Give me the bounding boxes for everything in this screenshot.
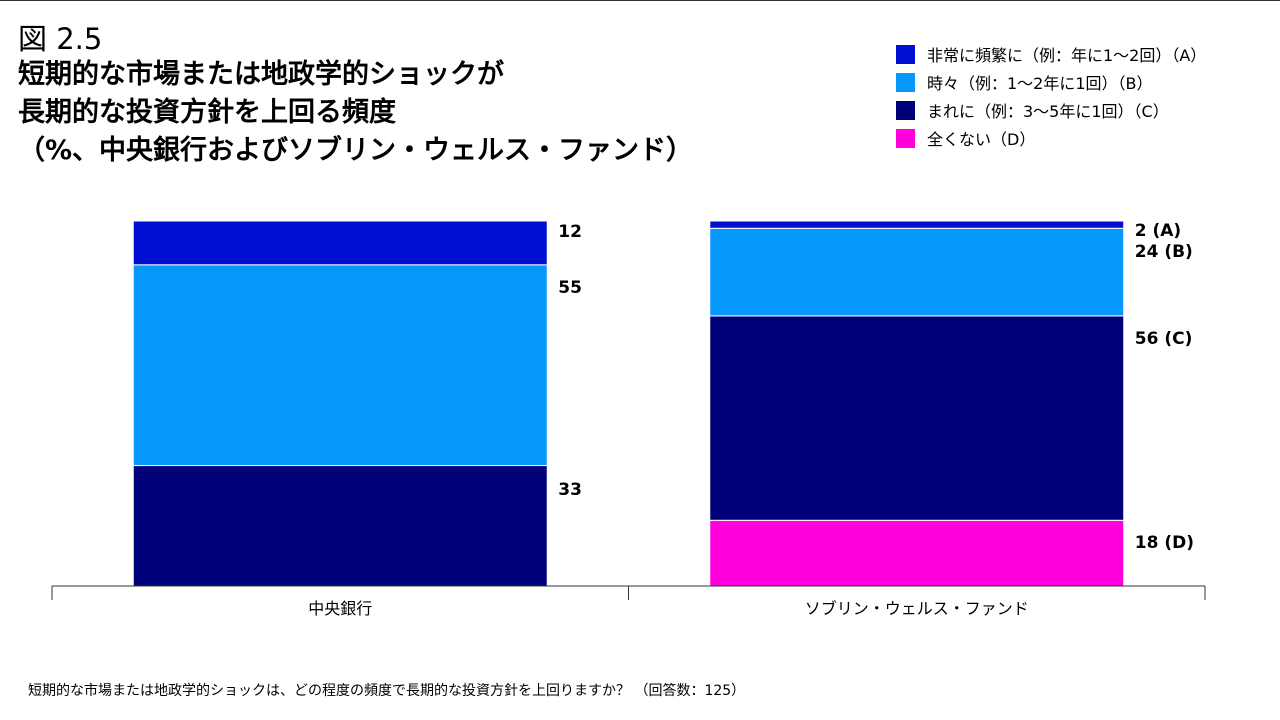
legend-label: まれに（例：3～5年に1回）（C） — [927, 102, 1169, 121]
data-label: 2 (A) — [1135, 221, 1181, 241]
legend-label: 時々（例：1～2年に1回）（B） — [927, 74, 1153, 93]
bar-segment — [132, 264, 548, 467]
legend-item: 全くない（D） — [896, 124, 1206, 152]
x-tick-label: ソブリン・ウェルス・ファンド — [805, 599, 1029, 618]
data-label: 56 (C) — [1135, 329, 1193, 349]
bar-group — [132, 220, 1125, 587]
legend-swatch — [896, 128, 915, 148]
data-label: 12 — [558, 222, 582, 242]
legend: 非常に頻繁に（例：年に1～2回）（A） 時々（例：1～2年に1回）（B） まれに（例… — [896, 40, 1206, 152]
legend-swatch — [896, 44, 915, 64]
data-label-group: 33 55 12 18 (D) 56 (C) 24 (B)2 (A) — [558, 221, 1194, 553]
legend-label: 全くない（D） — [927, 130, 1036, 149]
chart-title: 短期的な市場または地政学的ショックが 長期的な投資方針を上回る頻度 （%、中央銀… — [18, 59, 694, 166]
legend-item: 非常に頻繁に（例：年に1～2回）（A） — [896, 40, 1206, 68]
legend-swatch — [896, 100, 915, 120]
data-label: 18 (D) — [1135, 533, 1194, 553]
bar-segment — [709, 315, 1125, 521]
legend-swatch — [896, 72, 915, 92]
footnote: 短期的な市場または地政学的ショックは、どの程度の頻度で長期的な投資方針を上回りま… — [28, 683, 746, 699]
bar-segment — [132, 465, 548, 587]
bar-segment — [709, 519, 1125, 587]
x-axis: 中央銀行 ソブリン・ウェルス・ファンド — [51, 585, 1206, 618]
legend-item: 時々（例：1～2年に1回）（B） — [896, 68, 1206, 96]
bar-segment — [709, 220, 1125, 229]
data-label: 55 — [558, 278, 582, 298]
figure-label: 図 2.5 — [18, 22, 103, 56]
top-rule — [0, 0, 1280, 1]
bar-segment — [132, 220, 548, 266]
data-label: 33 — [558, 480, 582, 500]
x-tick-label: 中央銀行 — [308, 599, 372, 618]
data-label: 24 (B) — [1135, 242, 1193, 262]
legend-label: 非常に頻繁に（例：年に1～2回）（A） — [927, 46, 1207, 65]
bar-segment — [709, 227, 1125, 317]
legend-item: まれに（例：3～5年に1回）（C） — [896, 96, 1206, 124]
